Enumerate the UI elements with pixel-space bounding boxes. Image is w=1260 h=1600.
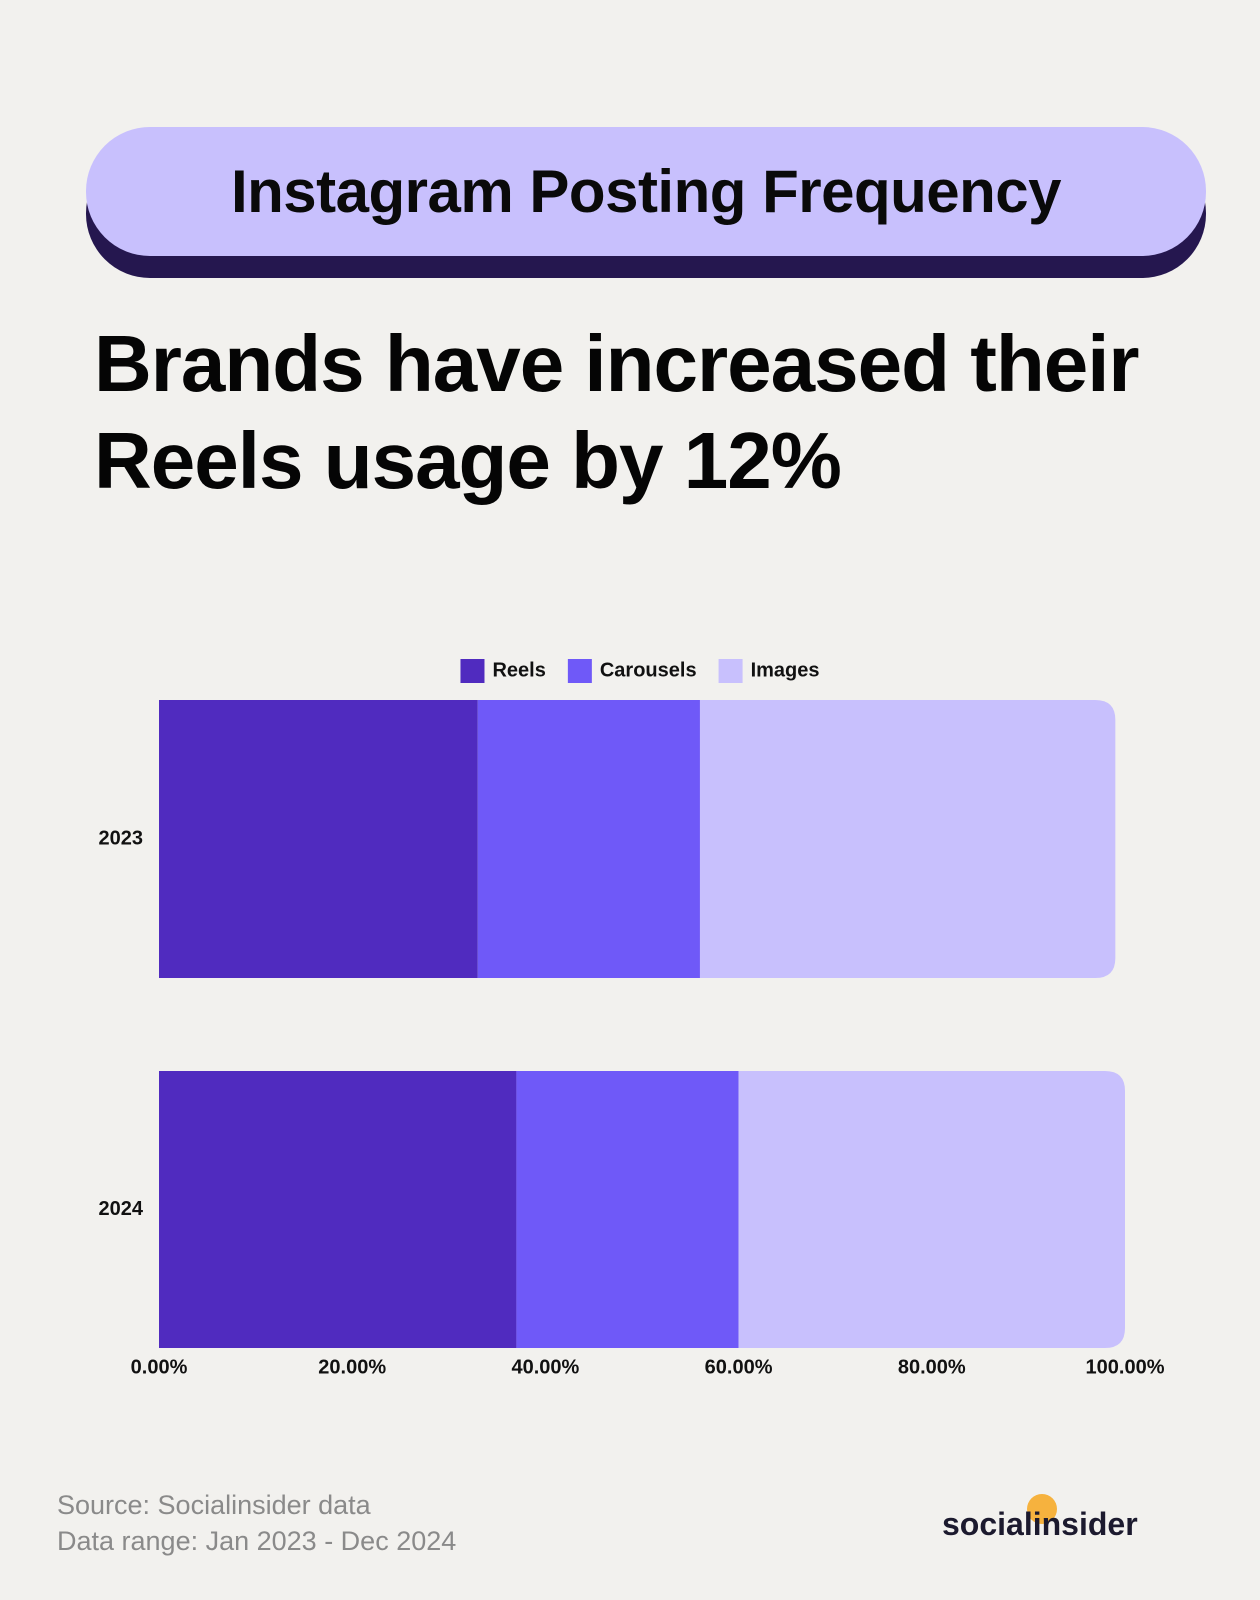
bar-segment <box>516 1071 739 1348</box>
bar-segment <box>738 1071 1125 1348</box>
x-tick-label: 0.00% <box>131 1356 188 1378</box>
chart-title: Instagram Posting Frequency <box>86 127 1206 256</box>
y-tick-label: 2023 <box>99 827 144 849</box>
headline: Brands have increased their Reels usage … <box>94 319 1140 505</box>
logo: socialinsider <box>942 1506 1138 1542</box>
legend-label: Reels <box>492 659 545 681</box>
logo-dot <box>1027 1494 1057 1524</box>
date-range: Data range: Jan 2023 - Dec 2024 <box>57 1526 457 1556</box>
legend-swatch <box>718 659 743 683</box>
bar-segment <box>159 700 478 978</box>
legend-label: Images <box>751 659 820 681</box>
legend-swatch <box>567 659 592 683</box>
legend-label: Carousels <box>600 659 697 681</box>
y-tick-label: 2024 <box>99 1198 144 1220</box>
legend-swatch <box>460 659 485 683</box>
x-tick-label: 20.00% <box>318 1356 386 1378</box>
x-tick-label: 80.00% <box>898 1356 966 1378</box>
bar-segment <box>477 700 700 978</box>
x-tick-label: 60.00% <box>705 1356 773 1378</box>
bar-segment <box>159 1071 517 1348</box>
x-tick-label: 100.00% <box>1086 1356 1165 1378</box>
source: Source: Socialinsider data <box>57 1490 371 1520</box>
bar-segment <box>699 700 1116 978</box>
x-tick-label: 40.00% <box>511 1356 579 1378</box>
